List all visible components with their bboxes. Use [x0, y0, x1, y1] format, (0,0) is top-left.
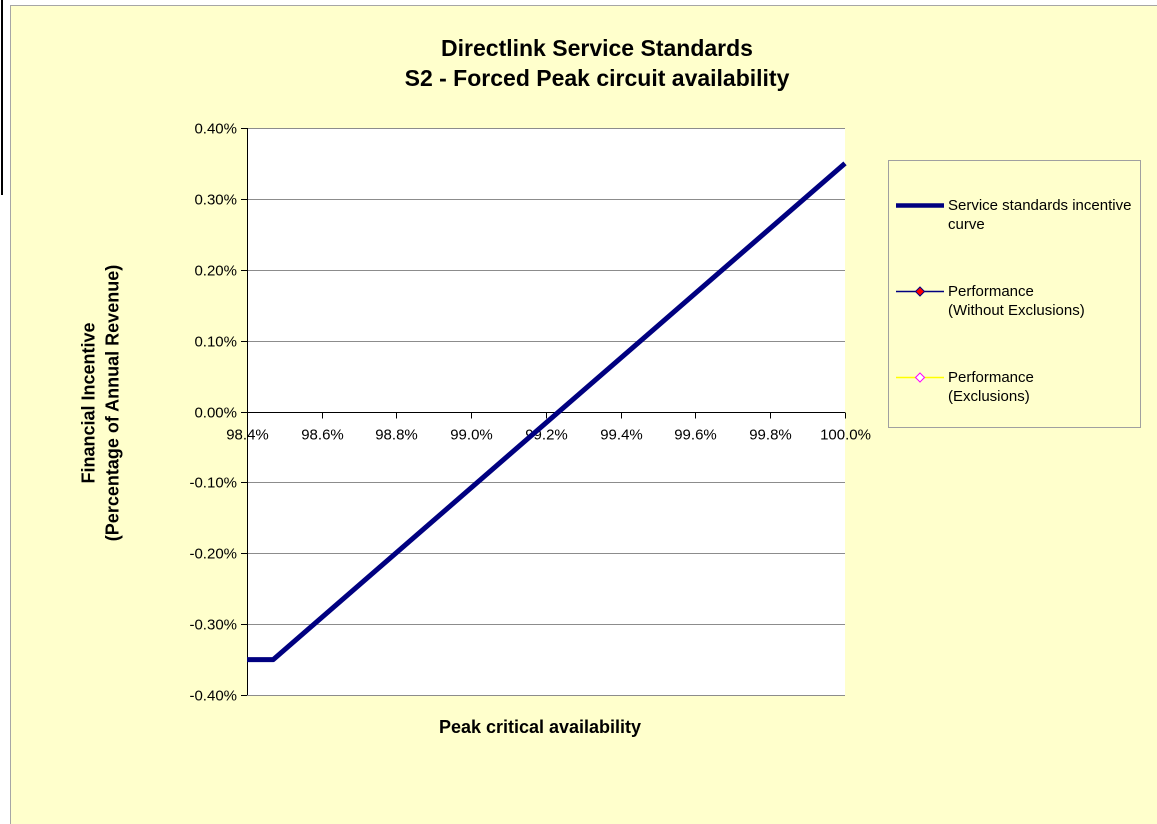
legend-label: Performance (Without Exclusions): [948, 283, 1085, 319]
y-tick-label: 0.30%: [194, 192, 237, 209]
series-line-incentive-curve: [247, 161, 847, 663]
legend-entry-performance-without-exclusions: Performance (Without Exclusions): [896, 282, 1136, 322]
x-tick-label: 100.0%: [820, 427, 871, 444]
legend-symbol-line-marker: [896, 372, 944, 383]
y-axis-title-line2: (Percentage of Annual Revenue): [102, 265, 122, 541]
y-tick-label: -0.30%: [189, 617, 237, 634]
legend: Service standards incentive curve Perfor…: [888, 160, 1141, 428]
x-tick-label: 98.6%: [301, 427, 344, 444]
y-tick-label: -0.20%: [189, 546, 237, 563]
legend-label: Service standards incentive curve: [948, 197, 1132, 233]
y-tick-label: 0.40%: [194, 121, 237, 138]
y-tick-label: 0.00%: [194, 405, 237, 422]
x-tick-label: 98.4%: [226, 427, 269, 444]
y-tick-label: 0.20%: [194, 263, 237, 280]
legend-marker-diamond: [914, 372, 926, 383]
legend-symbol-thick-line: [896, 203, 944, 208]
x-tick-label: 99.6%: [674, 427, 717, 444]
chart-subtitle: S2 - Forced Peak circuit availability: [405, 65, 790, 91]
x-tick-label: 99.8%: [749, 427, 792, 444]
x-tick-label: 98.8%: [375, 427, 418, 444]
y-axis-title: Financial Incentive: [78, 322, 98, 483]
legend-marker-diamond: [914, 286, 926, 297]
legend-entry-incentive-curve: Service standards incentive curve: [896, 196, 1136, 236]
plot-area: [247, 128, 845, 695]
left-edge-line: [1, 0, 3, 195]
legend-label: Performance (Exclusions): [948, 369, 1034, 405]
y-tick-label: -0.40%: [189, 688, 237, 705]
x-tick-label: 99.0%: [450, 427, 493, 444]
legend-entry-performance-exclusions: Performance (Exclusions): [896, 368, 1136, 408]
chart-title: Directlink Service Standards: [441, 35, 753, 61]
x-axis-title: Peak critical availability: [439, 717, 641, 737]
y-tick-label: -0.10%: [189, 475, 237, 492]
axes: [241, 128, 846, 696]
series-layer: [247, 161, 847, 663]
x-tick-label: 99.4%: [600, 427, 643, 444]
legend-symbol-line-marker: [896, 286, 944, 297]
y-tick-label: 0.10%: [194, 334, 237, 351]
